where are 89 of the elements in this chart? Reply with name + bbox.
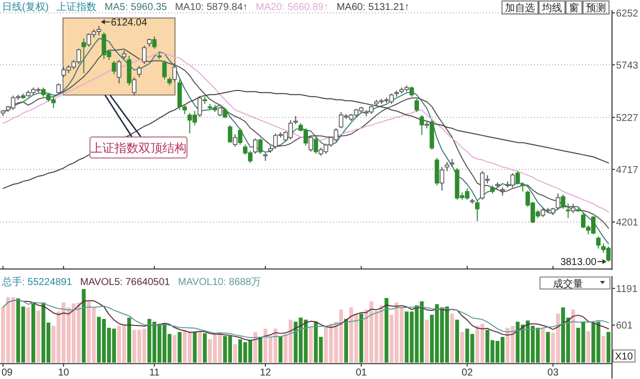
annotation: 均线 [541, 2, 562, 14]
text: MAVOL10: 8688万 [178, 277, 262, 288]
annotation: 3813.00 [560, 257, 597, 268]
candlestick [560, 194, 566, 210]
candlestick [222, 107, 228, 119]
bar [36, 310, 40, 363]
candlestick [56, 82, 61, 94]
chart-subtitle: 上证指数 [56, 1, 97, 13]
candlestick [570, 203, 576, 214]
text: MA20: 5660.89↑ [256, 2, 329, 13]
candlestick [566, 203, 570, 219]
candlestick [228, 124, 232, 144]
candlestick [116, 59, 122, 84]
bar [455, 320, 460, 363]
y-tick-label: 1191 [616, 284, 638, 295]
y-tick-label: 5743 [616, 60, 639, 72]
bar [571, 309, 576, 363]
candlestick [444, 161, 450, 172]
bar [258, 336, 262, 363]
x-tick-label: 01 [356, 368, 368, 379]
bar [127, 318, 132, 363]
candlestick [172, 62, 177, 82]
chart-title: 日线(复权) [2, 1, 49, 13]
bar [344, 318, 348, 363]
bar [384, 298, 388, 363]
candlestick [198, 96, 202, 118]
bar [26, 307, 30, 363]
annotation: 加自选 [505, 2, 535, 14]
bar [606, 332, 610, 363]
candlestick [238, 128, 242, 146]
candlestick [112, 60, 116, 75]
bar [308, 328, 313, 363]
text: MA5: 5960.35 [104, 2, 168, 13]
text: X10 [615, 352, 634, 362]
x-tick-label: 09 [1, 368, 13, 379]
candlestick [556, 193, 560, 210]
x-tick-label: 03 [547, 368, 559, 379]
bar [178, 332, 182, 363]
candlestick [475, 200, 480, 222]
candlestick [420, 114, 424, 136]
bar [172, 335, 176, 363]
annotation: 窗 [569, 2, 579, 14]
candlestick [232, 134, 238, 148]
candlestick [308, 134, 314, 152]
bar [202, 333, 207, 363]
candlestick [126, 55, 132, 86]
bar [586, 331, 590, 363]
bar [602, 336, 606, 363]
y-tick-label: 5227 [616, 112, 639, 124]
y-tick-label: 4717 [616, 164, 639, 176]
x-tick-label: 02 [462, 368, 474, 379]
bar [278, 336, 282, 363]
bar [450, 314, 454, 363]
y-tick-label: 4201 [616, 218, 639, 229]
candlestick [520, 182, 525, 192]
candlestick [137, 66, 142, 78]
y-tick-label: 6252 [616, 8, 639, 20]
candlestick [434, 157, 440, 186]
x-tick-label: 12 [260, 368, 272, 379]
candlestick [152, 36, 157, 50]
candlestick [253, 138, 258, 154]
candlestick [314, 136, 318, 154]
bar [31, 303, 36, 363]
candlestick [218, 106, 222, 117]
candlestick [409, 86, 414, 98]
bar [540, 328, 545, 363]
bar [233, 344, 238, 363]
y-tick-label: 601 [616, 320, 634, 332]
candlestick [258, 138, 263, 154]
x-tick-label: 11 [149, 368, 160, 379]
series-label: MAVOL5: 76640501 [80, 277, 170, 288]
x-tick-label: 10 [58, 368, 70, 379]
bar [460, 332, 464, 363]
candlestick [515, 170, 520, 185]
bar [198, 332, 202, 363]
annotation: 预测 [586, 2, 606, 14]
candlestick [414, 98, 419, 112]
annotation: 成交量 [553, 278, 583, 290]
candlestick [596, 236, 601, 250]
bar [546, 332, 550, 363]
candlestick [82, 38, 86, 74]
annotation: 6124.04 [110, 17, 148, 28]
candlestick [440, 166, 444, 191]
bar [424, 320, 429, 363]
annotation: 上证指数双顶结构 [90, 141, 186, 155]
text: MA60: 5131.21↑ [336, 2, 410, 13]
chart-title: 总手: 55224891 [1, 276, 72, 288]
text: MA10: 5879.84↑ [174, 2, 248, 13]
candlestick [132, 76, 136, 96]
